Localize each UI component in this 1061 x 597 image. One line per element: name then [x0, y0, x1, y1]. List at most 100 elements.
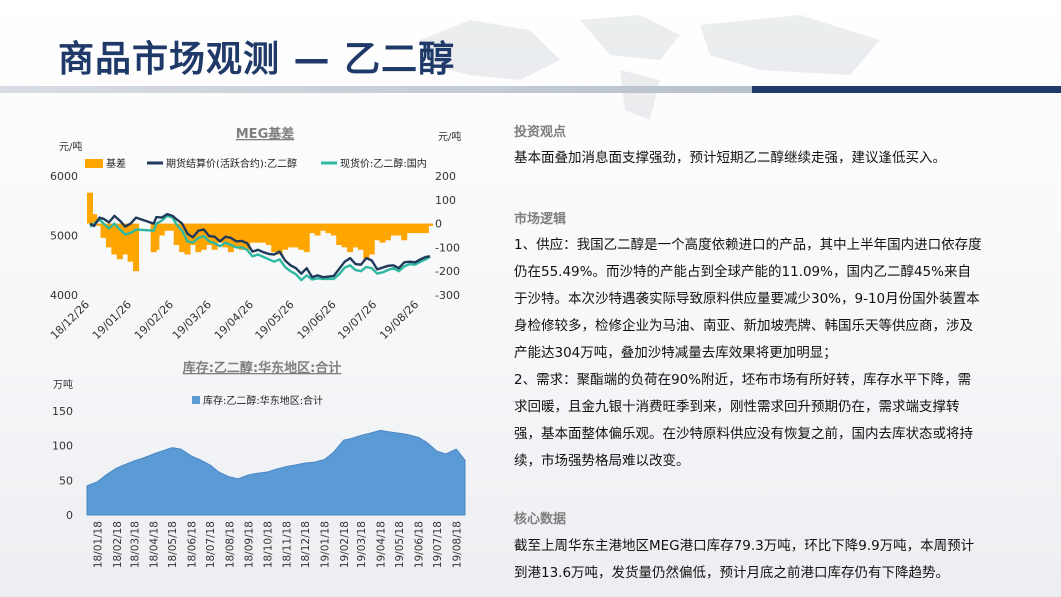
basis-bar [352, 223, 359, 248]
y-right-tick-label: -200 [435, 265, 460, 278]
basis-bar [276, 223, 283, 255]
logic-demand-text: 2、需求：聚酯端的负荷在90%附近，坯布市场有所好转，库存水平下降，需求回暖，且… [514, 372, 973, 469]
x-tick-label: 19/05/18 [394, 521, 406, 568]
basis-bar [254, 223, 261, 243]
x-tick-label: 18/12/18 [300, 521, 312, 568]
basis-bar [127, 223, 134, 262]
basis-bar [153, 223, 160, 250]
data-text: 截至上周华东主港地区MEG港口库存79.3万吨，环比下降9.9万吨，本周预计到港… [514, 538, 975, 581]
basis-bar [379, 223, 386, 243]
legend-label: 库存:乙二醇:华东地区:合计 [203, 394, 323, 407]
basis-bar [314, 223, 321, 236]
invest-heading: 投资观点 [514, 125, 567, 140]
y-left-unit: 元/吨 [59, 140, 82, 153]
y-tick-label: 100 [52, 440, 73, 453]
y-right-unit: 元/吨 [438, 130, 461, 143]
basis-bar [105, 223, 112, 248]
basis-bar [368, 223, 375, 255]
basis-bar [303, 223, 310, 253]
x-tick-label: 18/03/18 [129, 521, 141, 568]
basis-bar [363, 223, 370, 260]
basis-bar [244, 223, 251, 250]
basis-bar [385, 223, 392, 241]
basis-bar [422, 223, 429, 234]
y-right-tick-label: 100 [435, 194, 456, 207]
y-left-tick-label: 5000 [50, 230, 78, 243]
basis-bar [287, 223, 294, 248]
x-tick-label: 18/02/18 [112, 521, 124, 568]
chart-title: 库存:乙二醇:华东地区:合计 [183, 360, 342, 376]
data-heading: 核心数据 [514, 512, 567, 527]
basis-bar [238, 223, 245, 250]
x-tick-label: 18/11/18 [282, 521, 294, 568]
basis-bar [169, 223, 176, 231]
x-tick-label: 19/02/26 [132, 298, 176, 342]
x-tick-label: 19/07/18 [432, 521, 444, 568]
spot-price-line [89, 214, 431, 282]
basis-bar [336, 223, 343, 246]
x-tick-label: 19/03/26 [170, 298, 214, 342]
basis-bar [189, 223, 196, 246]
y-tick-label: 0 [66, 509, 73, 522]
legend-label: 现货价:乙二醇:国内 [340, 157, 427, 170]
basis-bar [222, 223, 229, 248]
legend-swatch-inventory [192, 396, 200, 404]
basis-bar [292, 223, 299, 248]
basis-bar [412, 223, 419, 234]
x-tick-label: 19/06/26 [295, 298, 339, 342]
basis-bar [417, 223, 424, 234]
y-right-tick-label: 0 [435, 218, 442, 231]
basis-bar [406, 223, 413, 234]
basis-bar [390, 223, 397, 236]
basis-bar [91, 214, 98, 224]
x-tick-label: 18/01/18 [93, 521, 105, 568]
basis-bar [122, 223, 129, 255]
basis-bar [116, 223, 123, 260]
x-tick-label: 19/08/26 [377, 298, 421, 342]
basis-bar [87, 192, 93, 224]
basis-bar [357, 223, 364, 250]
basis-bar [271, 223, 278, 253]
inventory-chart: 库存:乙二醇:华东地区:合计万吨库存:乙二醇:华东地区:合计1501005001… [52, 360, 466, 568]
basis-bar [282, 223, 289, 250]
basis-bar [158, 223, 165, 236]
x-tick-label: 19/08/18 [451, 521, 463, 568]
x-tick-label: 18/06/18 [186, 521, 198, 568]
basis-bar [298, 223, 305, 250]
legend-label: 基差 [106, 157, 126, 170]
y-tick-label: 50 [59, 474, 73, 487]
world-map-background [420, 15, 880, 120]
x-tick-label: 18/10/18 [262, 521, 274, 568]
x-tick-label: 18/07/18 [205, 521, 217, 568]
basis-bar [233, 223, 240, 248]
logic-heading: 市场逻辑 [514, 212, 567, 227]
x-tick-label: 19/06/18 [413, 521, 425, 568]
x-tick-label: 18/12/26 [48, 298, 92, 342]
x-tick-label: 18/08/18 [224, 521, 236, 568]
basis-bar [133, 223, 140, 272]
basis-bar [164, 223, 171, 231]
x-tick-label: 19/03/18 [356, 521, 368, 568]
invest-text: 基本面叠加消息面支撑强劲，预计短期乙二醇继续走强，建议逢低买入。 [514, 150, 946, 166]
page-title: 商品市场观测 — 乙二醇 [58, 39, 456, 80]
basis-bar [96, 223, 103, 226]
y-left-tick-label: 4000 [50, 289, 78, 302]
x-tick-label: 19/01/26 [90, 298, 134, 342]
basis-bar [111, 223, 118, 255]
y-tick-label: 150 [52, 405, 73, 418]
basis-bar [100, 223, 107, 238]
y-right-tick-label: -100 [435, 241, 460, 254]
basis-bar [249, 223, 256, 243]
basis-bar [173, 223, 180, 246]
y-right-tick-label: 200 [435, 170, 456, 183]
legend-swatch-basis [85, 159, 103, 168]
legend-label: 期货结算价(活跃合约):乙二醇 [166, 157, 297, 170]
title-divider [0, 86, 752, 93]
basis-bar [217, 223, 224, 243]
basis-bar [319, 223, 326, 231]
x-tick-label: 19/01/18 [319, 521, 331, 568]
basis-bar [427, 223, 433, 226]
basis-bar [341, 223, 348, 248]
basis-bar [309, 223, 316, 234]
basis-bar [347, 223, 354, 253]
